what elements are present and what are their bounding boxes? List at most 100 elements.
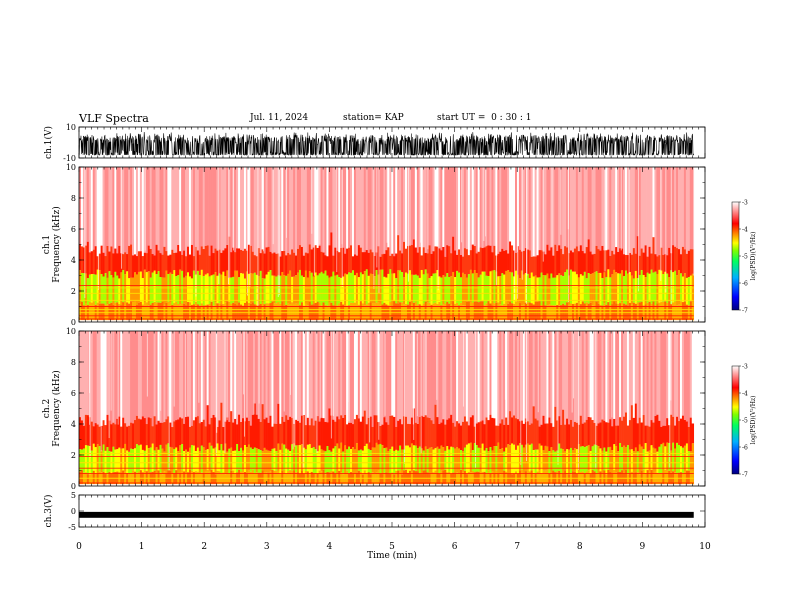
spectrogram-cell [377,444,380,471]
y-axis-label: ch.3(V) [43,495,54,528]
spectrogram-cell [245,447,249,474]
spectrogram-cell [683,249,687,274]
spectrogram-cell [310,272,314,305]
spectrogram-cell [501,448,504,474]
spectrogram-cell [648,246,651,274]
spectrogram-cell [346,248,349,275]
spectrogram-cell [363,271,367,306]
spectrogram-cell [542,331,545,416]
impulse-streak [665,167,667,293]
spectrogram-cell [104,256,107,274]
spectrogram-cell [507,167,510,254]
spectrogram-cell [383,331,386,418]
spectrogram-cell [418,247,422,278]
channel-label: ch.1 [42,235,52,254]
spectrogram-cell [167,331,170,417]
spectrogram-cell [84,331,88,415]
spectrogram-cell [532,406,535,451]
spectrogram-cell [493,473,496,486]
spectrogram-cell [603,447,606,471]
spectrogram-cell [249,331,253,426]
impulse-streak [386,167,388,243]
spectrogram-cell [271,253,274,276]
spectrogram-cell [456,421,459,447]
y-tick-label: 0 [71,507,76,516]
spectrogram-cell [544,445,547,471]
spectrogram-cell [367,252,370,276]
spectrogram-cell [458,331,461,424]
spectrogram-cell [234,270,237,305]
spectrogram-cell [577,277,581,303]
spectrogram-cell [84,245,88,274]
spectrogram-cell [626,331,630,426]
spectrogram-cell [351,331,355,425]
spectrogram-cell [133,301,137,322]
spectrogram-cell [597,423,600,447]
spectrogram-cell [367,448,370,473]
spectrogram-cell [308,244,312,272]
spectrogram-cell [509,473,512,486]
spectrogram-cell [479,301,482,322]
spectrogram-cell [171,167,174,250]
spectrogram-cell [226,417,229,452]
spectrogram-cell [683,445,687,472]
station-label: station= KAP [343,113,404,123]
impulse-streak [233,167,234,251]
spectrogram-cell [249,425,253,448]
spectrogram-cell [214,474,217,486]
spectrogram-cell [450,331,453,415]
spectrogram-cell [571,450,575,472]
spectrogram-cell [340,301,343,322]
spectrogram-cell [175,420,178,448]
spectrogram-cell [585,446,588,472]
spectrogram-cell [623,473,626,486]
spectrogram-cell [428,418,431,448]
spectrogram-cell [679,254,683,274]
spectrogram-cell [130,167,133,245]
spectrogram-cell [130,473,133,486]
spectrogram-cell [330,232,333,277]
spectrogram-cell [132,423,135,450]
spectrogram-cell [501,305,504,322]
spectrogram-cell [601,245,604,279]
spectrogram-cell [291,276,294,303]
spectrogram-cell [232,450,235,471]
spectrogram-cell [509,167,512,242]
spectrogram-cell [261,451,264,471]
spectrogram-cell [285,473,288,486]
spectrogram-cell [454,277,457,304]
spectrogram-cell [344,445,347,474]
spectrogram-cell [599,250,602,273]
spectrogram-cell [681,447,685,474]
spectrogram-cell [234,450,237,474]
spectrogram-cell [135,274,139,305]
spectrogram-cell [132,277,135,302]
spectrogram-cell [475,445,478,472]
spectrogram-cell [601,473,604,486]
spectrogram-cell [573,167,577,249]
spectrogram-cell [613,444,616,470]
spectrogram-cell [485,275,488,304]
spectrogram-cell [236,305,239,322]
spectrogram-cell [564,167,567,247]
spectrogram-cell [406,445,410,473]
impulse-streak [537,331,539,413]
spectrogram-cell [275,303,278,322]
spectrogram-cell [126,331,129,427]
spectrogram-cell [432,449,435,473]
spectrogram-cell [96,424,99,445]
impulse-streak [100,331,102,452]
spectrogram-cell [679,301,683,322]
spectrogram-cell [509,241,512,272]
spectrogram-cell [410,443,414,472]
spectrogram-cell [646,167,649,257]
spectrogram-cell [615,247,618,273]
spectrogram-cell [424,446,427,471]
spectrogram-cell [389,255,392,270]
spectrogram-cell [403,167,406,242]
spectrogram-cell [204,450,207,472]
spectrogram-cell [84,303,88,322]
spectrogram-cell [550,473,553,486]
spectrogram-cell [587,444,590,471]
